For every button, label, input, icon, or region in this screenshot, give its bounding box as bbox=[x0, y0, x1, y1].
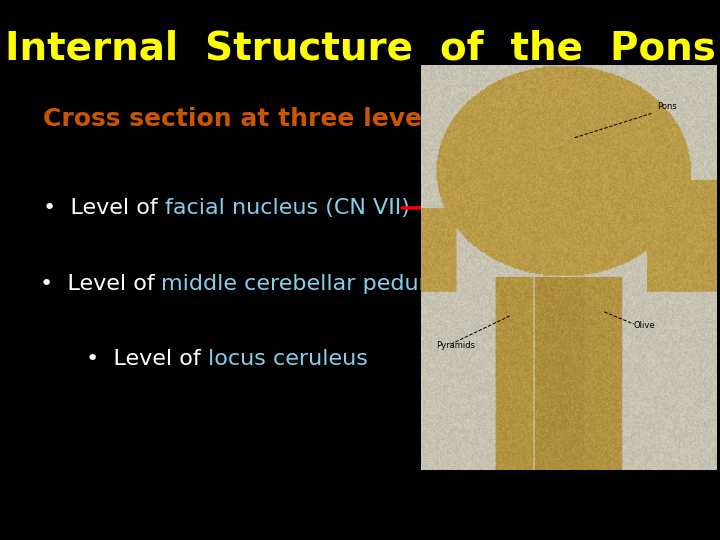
Text: middle cerebellar peduncle: middle cerebellar peduncle bbox=[161, 273, 465, 294]
Text: Pons: Pons bbox=[657, 103, 677, 111]
Text: •  Level of: • Level of bbox=[40, 273, 161, 294]
Text: Internal  Structure  of  the  Pons: Internal Structure of the Pons bbox=[4, 30, 716, 68]
Text: •  Level of: • Level of bbox=[86, 349, 208, 369]
Text: •  Level of: • Level of bbox=[43, 198, 165, 218]
Text: Cross section at three levels: Cross section at three levels bbox=[43, 107, 446, 131]
Text: Olive: Olive bbox=[634, 321, 655, 330]
Text: Pyramids: Pyramids bbox=[436, 341, 475, 350]
Text: locus ceruleus: locus ceruleus bbox=[208, 349, 368, 369]
Text: facial nucleus (CN VII): facial nucleus (CN VII) bbox=[165, 198, 410, 218]
